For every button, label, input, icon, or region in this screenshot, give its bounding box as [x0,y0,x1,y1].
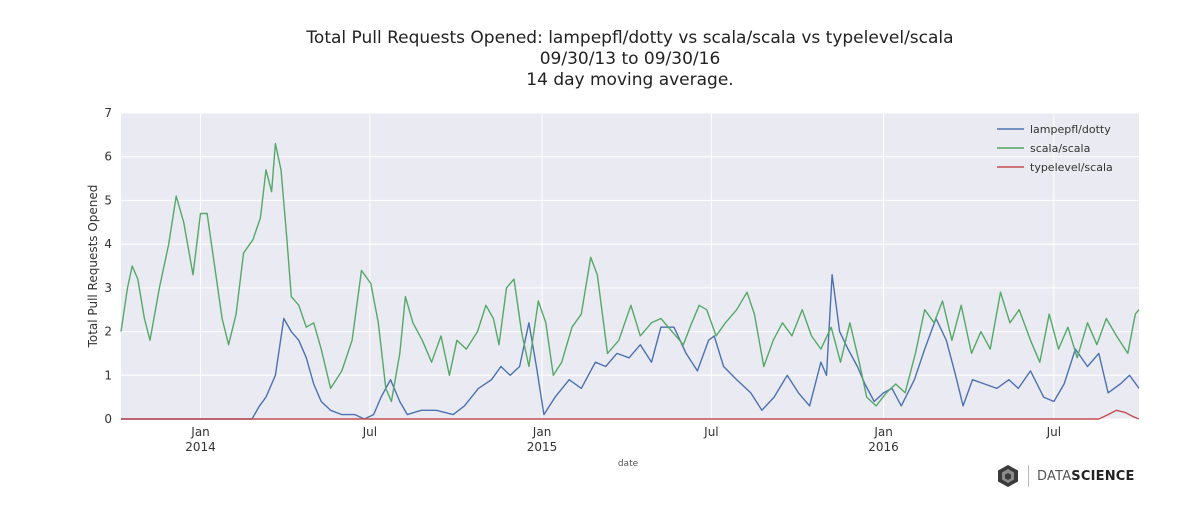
y-tick-label: 3 [104,281,112,295]
series-line-scala-scala [120,142,1140,407]
chart-title: Total Pull Requests Opened: lampepfl/dot… [0,28,1196,91]
x-tick-label: Jul [362,425,377,439]
x-tick-year-label: 2015 [527,440,558,454]
y-tick-label: 5 [104,193,112,207]
chart-title-line-1: Total Pull Requests Opened: lampepfl/dot… [306,28,954,48]
logo-text-data: DATA [1037,468,1072,484]
legend-entry-label: scala/scala [1030,142,1090,155]
logo-wordmark: DATASCIENCE [1037,469,1135,484]
series-line-typelevel-scala [121,409,1140,420]
series-lines [120,142,1140,420]
x-tick-year-label: 2016 [868,440,899,454]
x-tick-label: Jan [532,425,552,439]
x-tick-label: Jul [703,425,718,439]
x-tick-year-label: 2014 [185,440,216,454]
y-tick-label: 7 [104,106,112,120]
logo-text-science: SCIENCE [1071,468,1135,484]
legend-entry-label: lampepfl/dotty [1030,123,1111,136]
y-axis-label: Total Pull Requests Opened [86,185,100,349]
datascience-logo: DATASCIENCE [996,464,1135,488]
logo-hexagon-icon [998,465,1018,487]
y-tick-label: 1 [104,368,112,382]
x-tick-label: Jul [1046,425,1061,439]
chart-title-line-2: 09/30/13 to 09/30/16 [539,49,721,69]
y-tick-label: 0 [104,412,112,426]
logo-separator [1028,465,1029,487]
chart-title-line-3: 14 day moving average. [526,70,734,90]
y-tick-label: 4 [104,237,112,251]
y-tick-label: 6 [104,150,112,164]
y-tick-label: 2 [104,325,112,339]
y-axis-ticks: 0 1 2 3 4 5 6 7 [104,106,112,426]
x-tick-label: Jan [873,425,893,439]
plot-background [121,113,1139,419]
legend: lampepfl/dotty scala/scala typelevel/scala [997,123,1113,174]
series-line-lampepfl-dotty [121,274,1140,420]
x-tick-label: Jan [190,425,210,439]
x-axis-label: date [618,459,639,469]
legend-entry-label: typelevel/scala [1030,161,1113,174]
